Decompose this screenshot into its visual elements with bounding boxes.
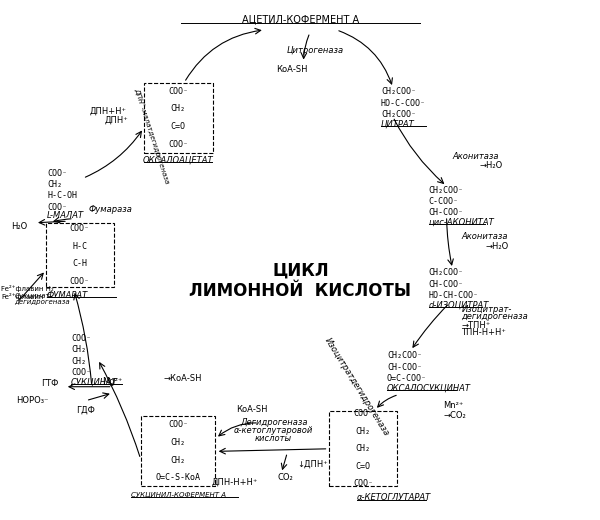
Text: Изоцитрат-: Изоцитрат- bbox=[461, 305, 512, 314]
Text: →КоА-SH: →КоА-SH bbox=[163, 374, 202, 383]
Text: CH₂COO⁻: CH₂COO⁻ bbox=[381, 87, 416, 96]
Text: Mn²⁺: Mn²⁺ bbox=[443, 401, 464, 410]
Text: КоА-SH: КоА-SH bbox=[236, 406, 268, 414]
FancyBboxPatch shape bbox=[329, 411, 397, 486]
Text: CH₂: CH₂ bbox=[171, 456, 186, 465]
Text: COO⁻: COO⁻ bbox=[71, 368, 91, 377]
Text: α-КЕТОГЛУТАРАТ: α-КЕТОГЛУТАРАТ bbox=[357, 493, 431, 502]
Text: COO⁻: COO⁻ bbox=[168, 140, 188, 149]
Text: H-C: H-C bbox=[73, 241, 88, 251]
Text: COO⁻: COO⁻ bbox=[353, 479, 373, 488]
Text: COO⁻: COO⁻ bbox=[70, 224, 90, 233]
Text: Fe²⁺флавин H₂: Fe²⁺флавин H₂ bbox=[1, 285, 54, 292]
Text: ОКСАЛОАЦЕТАТ: ОКСАЛОАЦЕТАТ bbox=[143, 155, 214, 165]
Text: Аконитаза: Аконитаза bbox=[452, 152, 499, 161]
Text: CH₂COO⁻: CH₂COO⁻ bbox=[428, 268, 464, 278]
Text: Mg²⁺: Mg²⁺ bbox=[103, 377, 123, 386]
Text: дегидрогеназа: дегидрогеназа bbox=[461, 313, 528, 321]
Text: CH₂: CH₂ bbox=[356, 444, 371, 453]
Text: СУКЦИНАТ: СУКЦИНАТ bbox=[71, 378, 118, 386]
Text: ДПН-Н+Н⁺: ДПН-Н+Н⁺ bbox=[212, 478, 258, 487]
Text: d-ИЗОЦИТРАТ: d-ИЗОЦИТРАТ bbox=[428, 301, 489, 309]
Text: НОРО₃⁻: НОРО₃⁻ bbox=[16, 396, 49, 405]
Text: COO⁻: COO⁻ bbox=[47, 203, 67, 212]
Text: COO⁻: COO⁻ bbox=[47, 168, 67, 178]
Text: α-кетоглутаровой: α-кетоглутаровой bbox=[234, 426, 313, 435]
Text: →H₂O: →H₂O bbox=[485, 241, 509, 251]
Text: C-H: C-H bbox=[73, 259, 88, 268]
Text: кислоты: кислоты bbox=[255, 434, 292, 443]
Text: ДПН⁺: ДПН⁺ bbox=[105, 116, 129, 125]
Text: COO⁻: COO⁻ bbox=[168, 421, 188, 430]
Text: ФУМАРАТ: ФУМАРАТ bbox=[47, 291, 88, 300]
Text: Аконитаза: Аконитаза bbox=[461, 232, 508, 241]
FancyBboxPatch shape bbox=[141, 417, 215, 486]
Text: COO⁻: COO⁻ bbox=[71, 334, 91, 343]
Text: Цитрогеназа: Цитрогеназа bbox=[287, 46, 344, 55]
Text: ТПН-Н+Н⁺: ТПН-Н+Н⁺ bbox=[461, 329, 506, 337]
Text: Фумараза: Фумараза bbox=[89, 205, 133, 214]
Text: СУКЦИНИЛ-КОФЕРМЕНТ А: СУКЦИНИЛ-КОФЕРМЕНТ А bbox=[131, 492, 226, 498]
Text: C-COO⁻: C-COO⁻ bbox=[428, 197, 458, 206]
FancyBboxPatch shape bbox=[144, 83, 212, 153]
Text: HO-C-COO⁻: HO-C-COO⁻ bbox=[381, 99, 426, 108]
Text: Дегидрогеназа: Дегидрогеназа bbox=[240, 419, 307, 427]
Text: CH₂: CH₂ bbox=[71, 357, 86, 366]
Text: ЦИКЛ
ЛИМОННОЙ  КИСЛОТЫ: ЦИКЛ ЛИМОННОЙ КИСЛОТЫ bbox=[190, 261, 412, 300]
Text: цис-АКОНИТАТ: цис-АКОНИТАТ bbox=[428, 218, 494, 227]
Text: CH-COO⁻: CH-COO⁻ bbox=[428, 280, 464, 289]
Text: CH₂: CH₂ bbox=[71, 345, 86, 355]
Text: →ТПН⁺: →ТПН⁺ bbox=[461, 321, 491, 330]
Text: ДПН+Н⁺: ДПН+Н⁺ bbox=[89, 107, 127, 115]
Text: CH₂COO⁻: CH₂COO⁻ bbox=[387, 351, 422, 360]
Text: ОКСАЛОСУКЦИНАТ: ОКСАЛОСУКЦИНАТ bbox=[387, 383, 471, 392]
Text: C=O: C=O bbox=[356, 462, 371, 471]
Text: ГДФ: ГДФ bbox=[76, 406, 95, 414]
Text: →H₂O: →H₂O bbox=[479, 161, 503, 171]
Text: ЦИТРАТ: ЦИТРАТ bbox=[381, 120, 415, 128]
Text: Изоцитратдегидрогеназа: Изоцитратдегидрогеназа bbox=[323, 336, 391, 437]
Text: →CO₂: →CO₂ bbox=[443, 411, 466, 420]
Text: CH₂COO⁻: CH₂COO⁻ bbox=[381, 110, 416, 119]
Text: H₂O: H₂O bbox=[11, 222, 28, 231]
Text: HO-CH-COO⁻: HO-CH-COO⁻ bbox=[428, 291, 479, 300]
Text: дегидрогеназа: дегидрогеназа bbox=[14, 300, 70, 305]
Text: C=O: C=O bbox=[171, 122, 186, 131]
Text: CH-COO⁻: CH-COO⁻ bbox=[428, 209, 464, 217]
Text: CO₂: CO₂ bbox=[278, 473, 293, 482]
Text: ГТФ: ГТФ bbox=[41, 379, 59, 387]
Text: CH₂COO⁻: CH₂COO⁻ bbox=[428, 186, 464, 194]
Text: CH-COO⁻: CH-COO⁻ bbox=[387, 362, 422, 372]
Text: ↓ДПН⁺: ↓ДПН⁺ bbox=[297, 460, 328, 469]
Text: АЦЕТИЛ-КОФЕРМЕНТ А: АЦЕТИЛ-КОФЕРМЕНТ А bbox=[242, 15, 359, 24]
Text: COO⁻: COO⁻ bbox=[353, 409, 373, 418]
Text: CH₂: CH₂ bbox=[171, 438, 186, 447]
FancyBboxPatch shape bbox=[46, 223, 114, 287]
Text: COO⁻: COO⁻ bbox=[70, 277, 90, 285]
Text: O=C-S-КоА: O=C-S-КоА bbox=[156, 473, 201, 482]
Text: CH₂: CH₂ bbox=[171, 105, 186, 113]
Text: Сукцинат-: Сукцинат- bbox=[14, 293, 52, 299]
Text: КоА-SH: КоА-SH bbox=[276, 65, 307, 74]
Text: COO⁻: COO⁻ bbox=[168, 87, 188, 96]
Text: L-МАЛАТ: L-МАЛАТ bbox=[47, 211, 84, 220]
Text: H-C-OH: H-C-OH bbox=[47, 191, 77, 200]
Text: Fe²⁺флавин: Fe²⁺флавин bbox=[1, 293, 44, 300]
Text: O=C-COO⁻: O=C-COO⁻ bbox=[387, 374, 427, 383]
Text: CH₂: CH₂ bbox=[356, 427, 371, 436]
Text: CH₂: CH₂ bbox=[47, 180, 62, 189]
Text: ДПН⁺-малатдегидрогеназа: ДПН⁺-малатдегидрогеназа bbox=[134, 87, 171, 185]
